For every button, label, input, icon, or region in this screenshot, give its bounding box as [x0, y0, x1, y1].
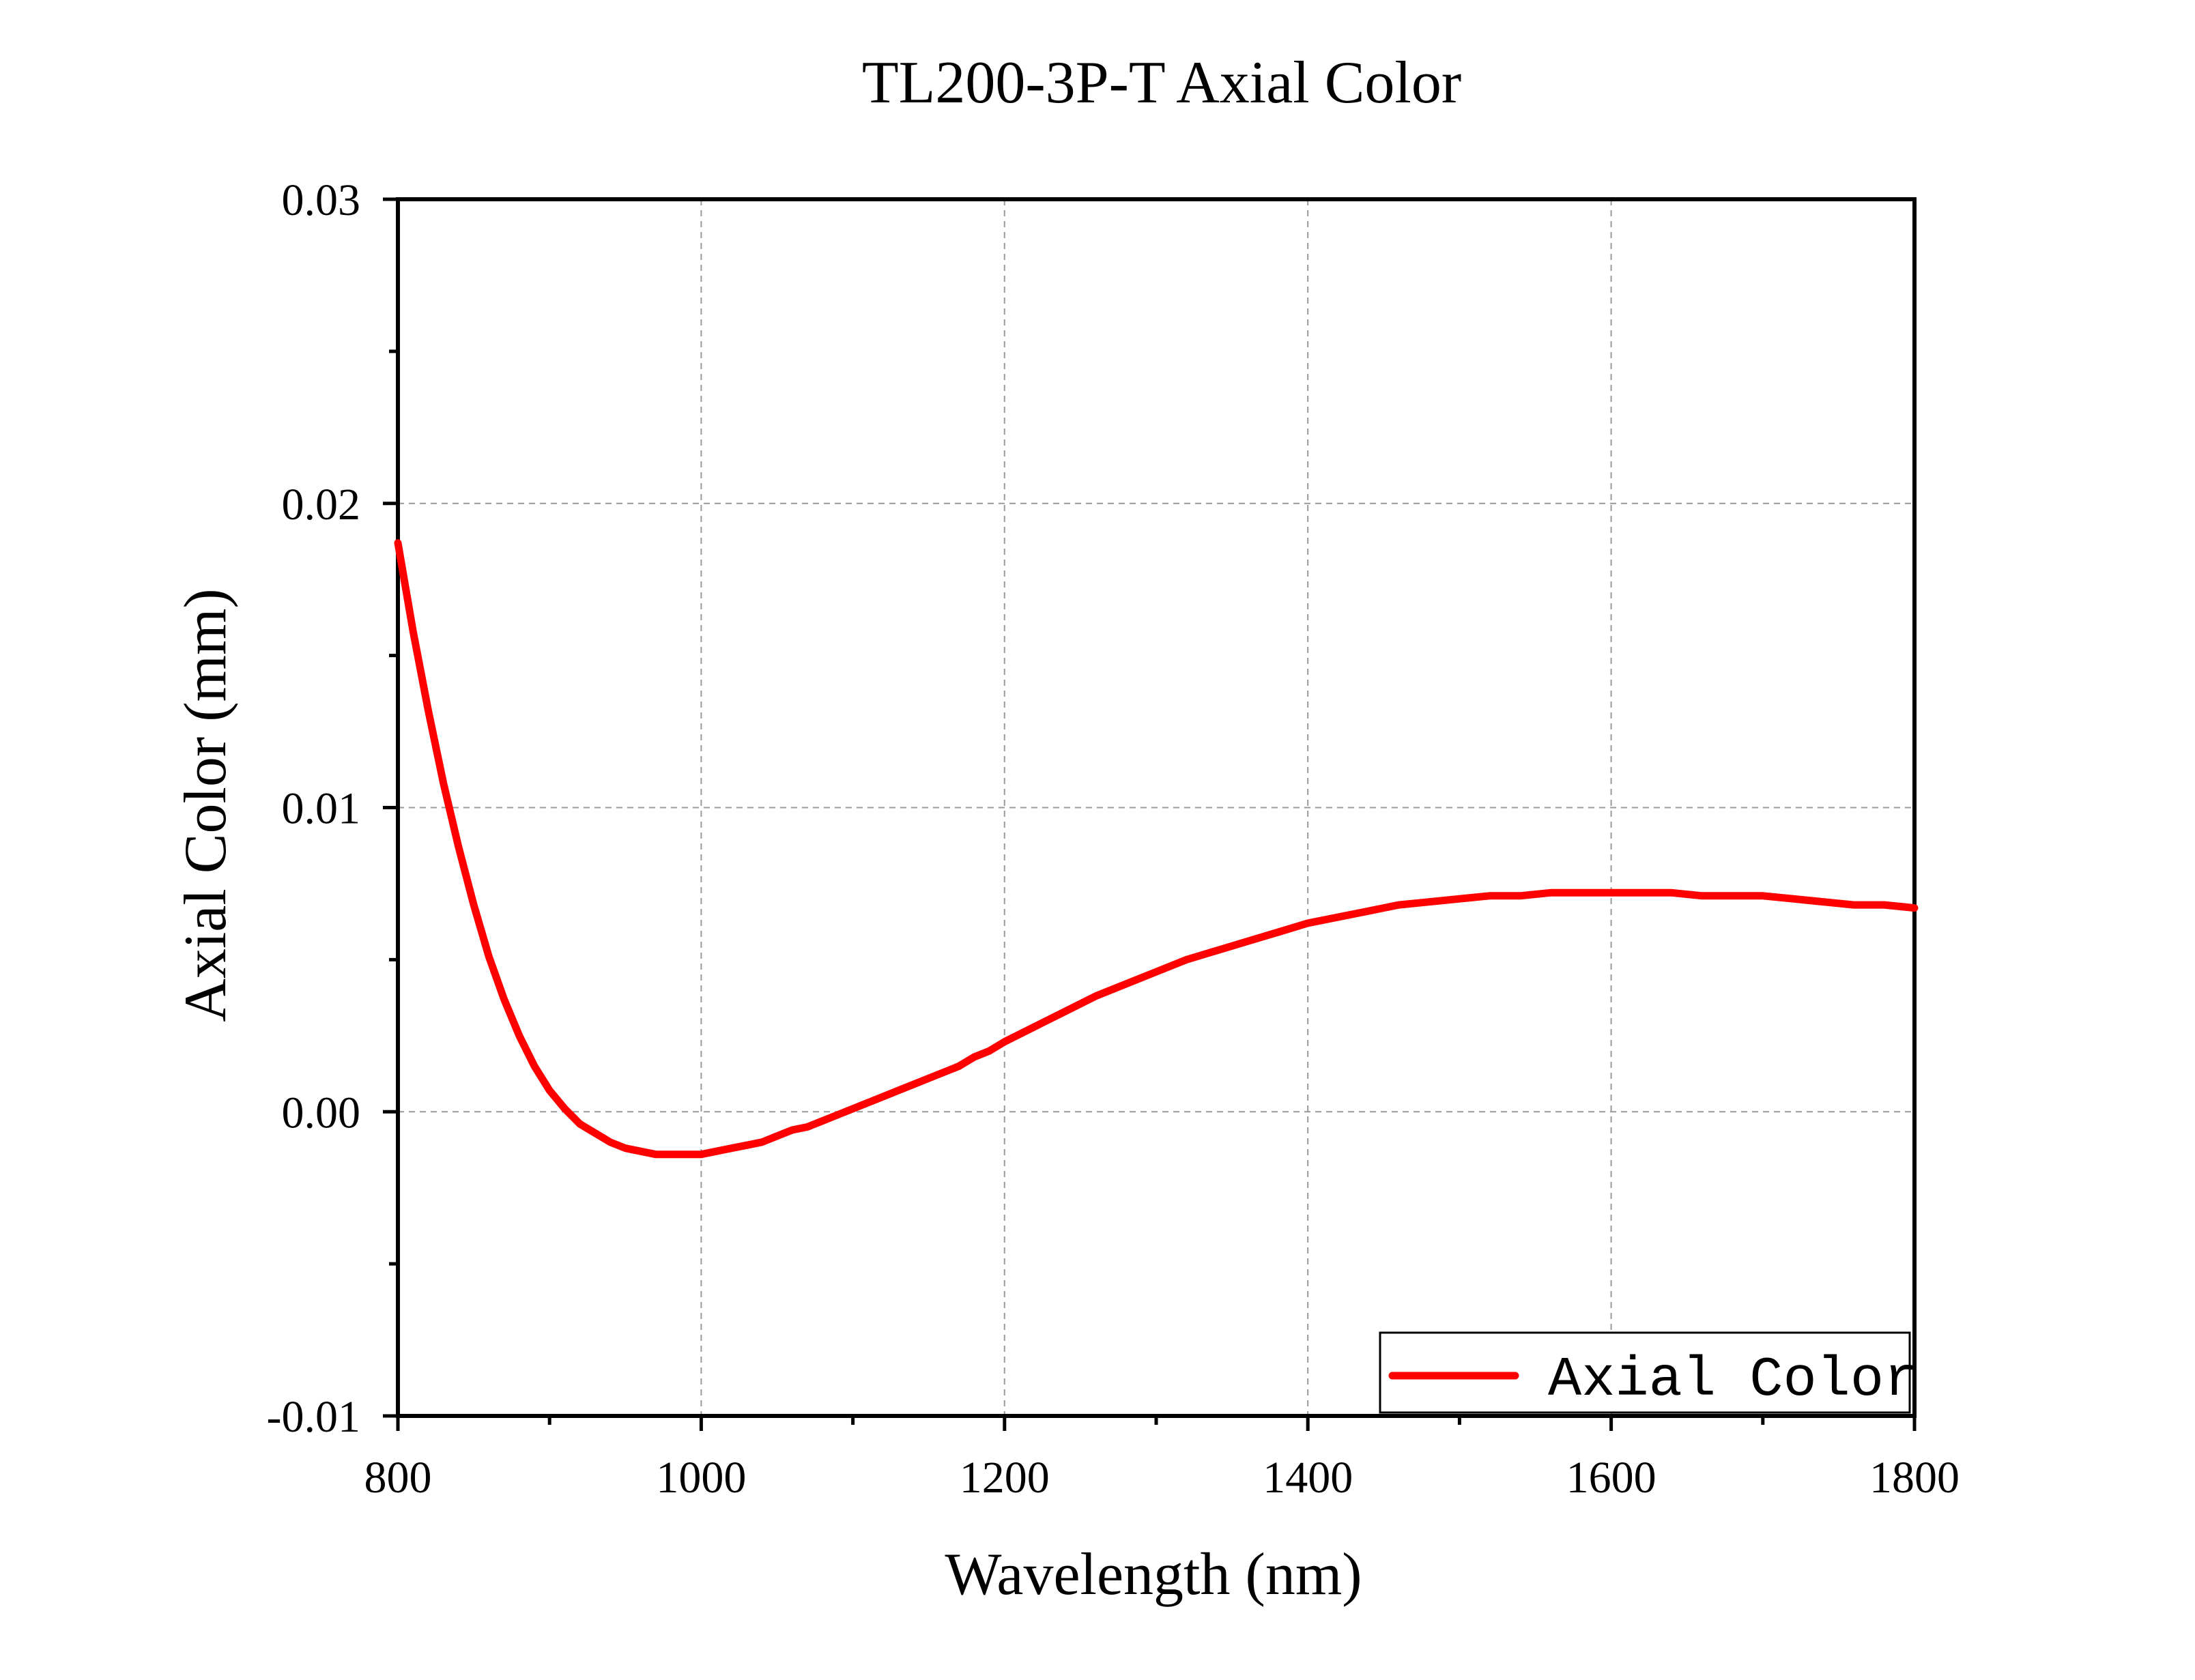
y-tick-labels: -0.01 0.00 0.01 0.02 0.03 [267, 175, 360, 1442]
y-tick-label-0.01: 0.01 [282, 784, 361, 834]
x-tick-label-1000: 1000 [656, 1453, 746, 1503]
y-axis-label: Axial Color (mm) [173, 588, 239, 1022]
y-tick-label-0.03: 0.03 [282, 175, 361, 225]
x-tick-label-1600: 1600 [1566, 1453, 1656, 1503]
y-tick-label-0.02: 0.02 [282, 480, 361, 530]
y-tick-label-0.00: 0.00 [282, 1088, 361, 1138]
chart-title: TL200-3P-T Axial Color [862, 50, 1461, 116]
legend-label: Axial Color [1548, 1348, 1917, 1412]
x-tick-labels: 800 1000 1200 1400 1600 1800 [364, 1453, 1960, 1503]
x-tick-label-800: 800 [364, 1453, 432, 1503]
legend: Axial Color [1379, 1331, 1917, 1414]
grid [398, 199, 1914, 1416]
x-axis-label: Wavelength (nm) [945, 1541, 1362, 1608]
x-tick-label-1800: 1800 [1869, 1453, 1960, 1503]
y-tick-label--0.01: -0.01 [267, 1392, 360, 1442]
series-line-axial-color [394, 539, 1919, 1159]
axis-ticks [383, 197, 1917, 1431]
x-tick-label-1200: 1200 [960, 1453, 1050, 1503]
x-tick-label-1400: 1400 [1263, 1453, 1353, 1503]
